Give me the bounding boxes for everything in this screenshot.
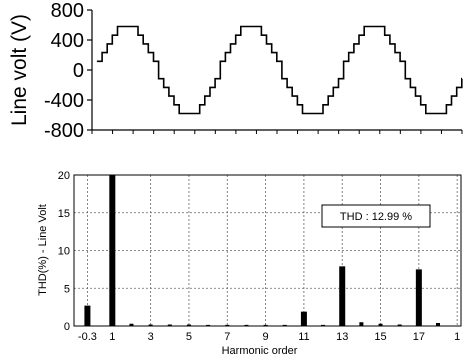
top-y-tick-label: -400 [44,90,84,112]
bottom-y-tick-label: 0 [64,321,70,333]
top-y-axis-label: Line volt (V) [8,14,31,126]
bottom-x-tick-label: 5 [186,331,192,343]
bottom-x-tick-label: 1 [109,331,115,343]
harmonic-bar [186,324,191,326]
harmonic-bar [282,324,287,326]
harmonic-bar [167,324,172,326]
harmonic-bar [263,324,268,326]
bottom-y-tick-label: 15 [58,208,70,220]
harmonic-bar [378,323,383,326]
harmonic-bar [129,323,134,326]
bottom-x-tick-label: 7 [224,331,230,343]
harmonic-bar [225,324,230,326]
top-y-tick-label: -800 [44,120,84,142]
thd-annotation-box [321,204,431,228]
bottom-x-tick-label: -0.3 [78,331,97,343]
harmonic-bar [339,266,346,326]
bottom-y-tick-label: 20 [58,170,70,182]
harmonic-bar [397,324,402,326]
thd-annotation: THD : 12.99 % [340,211,412,223]
harmonic-bar [206,324,211,326]
harmonic-bar [436,322,441,326]
bottom-x-tick-label: 3 [148,331,154,343]
bottom-y-axis-label: THD(%) - Line Volt [37,204,49,296]
top-y-tick-label: 800 [51,0,84,22]
harmonic-bar [148,324,153,326]
bottom-x-tick-label: 1 [454,331,460,343]
harmonic-bar [321,324,326,326]
bottom-x-tick-label: 17 [413,331,425,343]
top-y-tick-label: 400 [51,30,84,52]
harmonic-bar [244,324,249,326]
top-y-tick-label: 0 [73,60,84,82]
bottom-x-axis-label: Harmonic order [222,345,298,357]
line-voltage-series [96,25,463,115]
harmonic-bar [415,269,422,326]
bottom-y-tick-label: 10 [58,246,70,258]
line-voltage-chart: 800 400 0 -400 -800 Line volt (V) [8,0,463,142]
bottom-x-tick-label: 15 [374,331,386,343]
bottom-x-tick-label: 13 [336,331,348,343]
bottom-y-tick-label: 5 [64,283,70,295]
harmonic-bar [84,305,91,326]
bottom-x-tick-label: 9 [263,331,269,343]
harmonic-bar [300,311,307,326]
harmonic-bar [359,322,364,326]
harmonic-bar [109,175,116,326]
bottom-x-tick-label: 11 [298,331,309,343]
